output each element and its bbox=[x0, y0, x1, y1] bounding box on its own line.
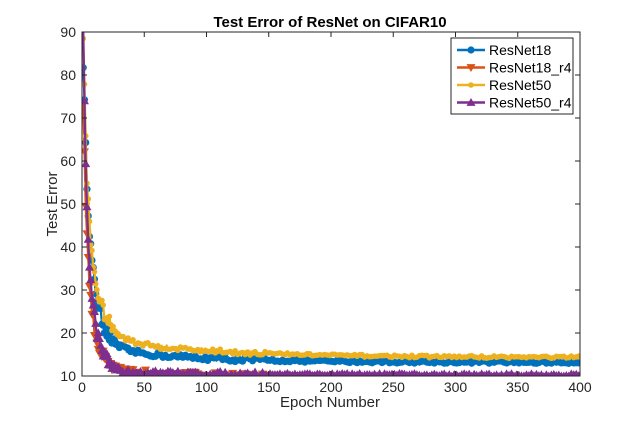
series-point bbox=[575, 359, 580, 367]
x-tick-label: 300 bbox=[444, 379, 468, 395]
y-tick-label: 90 bbox=[60, 24, 76, 40]
series-point bbox=[106, 313, 113, 320]
y-tick-label: 50 bbox=[60, 196, 76, 212]
legend-swatch-marker bbox=[468, 82, 474, 88]
legend-label: ResNet50_r4 bbox=[489, 95, 572, 111]
legend-swatch-marker bbox=[466, 64, 476, 72]
legend-label: ResNet18_r4 bbox=[489, 60, 572, 76]
series-point bbox=[100, 302, 106, 308]
series-point bbox=[82, 96, 89, 105]
series-ResNet50 bbox=[82, 35, 580, 362]
series-point bbox=[82, 159, 91, 168]
x-tick-label: 100 bbox=[195, 379, 219, 395]
series-point bbox=[89, 307, 99, 315]
series-point bbox=[484, 375, 494, 376]
series-point bbox=[99, 297, 105, 304]
series-layer bbox=[79, 22, 580, 376]
x-tick-label: 400 bbox=[568, 379, 592, 395]
y-tick-label: 60 bbox=[60, 153, 76, 169]
series-point bbox=[93, 328, 103, 337]
series-point bbox=[94, 286, 100, 293]
series-point bbox=[83, 234, 93, 243]
legend-label: ResNet18 bbox=[489, 42, 551, 58]
legend-swatch-marker bbox=[466, 98, 476, 106]
y-tick-label: 70 bbox=[60, 110, 76, 126]
y-tick-label: 10 bbox=[60, 368, 76, 384]
legend-item: ResNet50_r4 bbox=[457, 95, 572, 111]
x-tick-label: 200 bbox=[319, 379, 343, 395]
series-ResNet50_r4 bbox=[79, 22, 580, 376]
chart-title: Test Error of ResNet on CIFAR10 bbox=[213, 14, 446, 31]
legend-item: ResNet18 bbox=[457, 42, 551, 58]
series-point bbox=[84, 262, 94, 271]
series-point bbox=[102, 349, 112, 358]
plot-area bbox=[79, 22, 580, 376]
y-tick-label: 30 bbox=[60, 282, 76, 298]
series-point bbox=[82, 202, 92, 211]
series-point bbox=[104, 355, 114, 364]
series-point bbox=[575, 353, 580, 359]
series-point bbox=[474, 375, 484, 376]
y-axis-title: Test Error bbox=[44, 171, 61, 236]
x-tick-label: 150 bbox=[257, 379, 281, 395]
series-point bbox=[99, 321, 107, 329]
x-axis-title: Epoch Number bbox=[280, 394, 380, 411]
legend-item: ResNet18_r4 bbox=[457, 60, 572, 76]
series-point bbox=[91, 318, 101, 327]
y-tick-label: 20 bbox=[60, 325, 76, 341]
series-point bbox=[130, 337, 136, 343]
series-point bbox=[575, 371, 580, 376]
series-point bbox=[94, 334, 104, 342]
legend-swatch-marker bbox=[467, 46, 475, 54]
series-point bbox=[96, 341, 106, 349]
series-ResNet18_r4 bbox=[82, 99, 580, 376]
series-line bbox=[82, 103, 580, 376]
legend-item: ResNet50 bbox=[457, 77, 551, 93]
series-point bbox=[120, 333, 126, 340]
x-tick-label: 50 bbox=[136, 379, 152, 395]
series-point bbox=[89, 247, 95, 254]
series-point bbox=[79, 22, 88, 30]
series-point bbox=[87, 294, 97, 302]
y-tick-label: 80 bbox=[60, 67, 76, 83]
x-tick-label: 250 bbox=[382, 379, 406, 395]
y-tick-label: 40 bbox=[60, 239, 76, 255]
axes: 0 50 100 150 200 250 300 350 400 10 20 30 40 50 60 70 80… bbox=[60, 24, 591, 395]
series-point bbox=[86, 275, 96, 284]
x-tick-label: 0 bbox=[78, 379, 86, 395]
legend-label: ResNet50 bbox=[489, 77, 551, 93]
x-tick-label: 350 bbox=[506, 379, 530, 395]
series-point bbox=[88, 300, 98, 309]
